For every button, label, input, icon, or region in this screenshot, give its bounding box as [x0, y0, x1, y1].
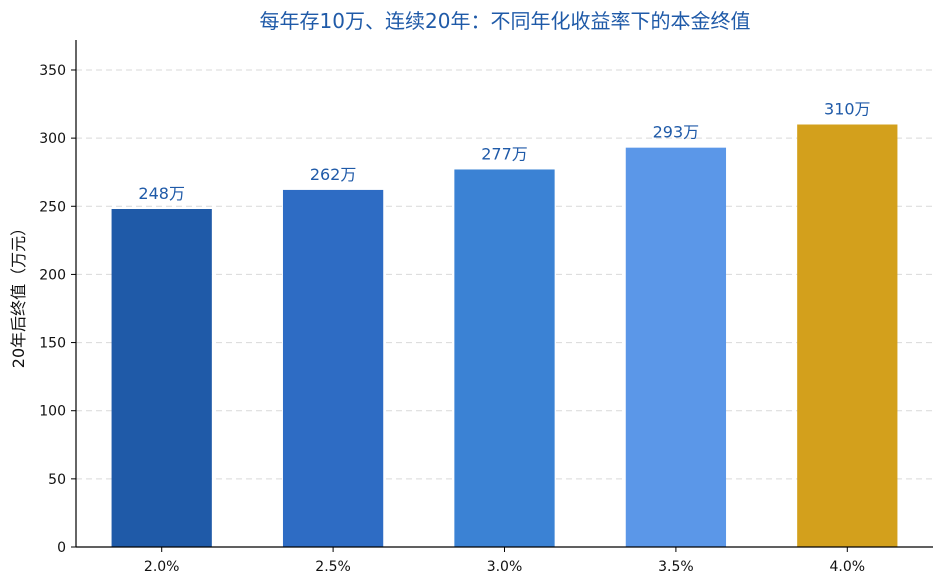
y-tick-label: 250	[39, 199, 66, 215]
y-axis-label: 20年后终值（万元）	[9, 220, 28, 368]
bar	[454, 169, 555, 547]
data-label: 277万	[481, 144, 528, 163]
data-label: 293万	[653, 123, 700, 142]
bar	[111, 209, 212, 547]
x-tick-label: 2.0%	[144, 559, 180, 575]
grid	[76, 69, 933, 480]
x-tick-label: 3.0%	[487, 559, 523, 575]
x-tick-label: 3.5%	[658, 559, 694, 575]
chart-title: 每年存10万、连续20年：不同年化收益率下的本金终值	[260, 9, 751, 33]
x-ticks: 2.0% 2.5% 3.0% 3.5% 4.0%	[144, 547, 865, 575]
y-tick-label: 150	[39, 336, 66, 352]
x-tick-label: 4.0%	[830, 559, 866, 575]
y-tick-label: 350	[39, 63, 66, 79]
y-tick-label: 100	[39, 404, 66, 420]
x-tick-label: 2.5%	[315, 559, 351, 575]
bars	[111, 124, 898, 547]
data-label: 262万	[310, 165, 357, 184]
y-tick-label: 200	[39, 267, 66, 283]
data-label: 248万	[138, 184, 185, 203]
bar	[282, 189, 384, 547]
bar	[797, 124, 898, 547]
bar	[625, 147, 727, 547]
data-labels: 248万 262万 277万 293万 310万	[138, 100, 870, 204]
y-ticks: 0 50 100 150 200 250 300 350	[39, 63, 76, 556]
data-label: 310万	[824, 100, 871, 119]
y-tick-label: 50	[48, 472, 66, 488]
y-tick-label: 300	[39, 131, 66, 147]
y-tick-label: 0	[57, 540, 66, 556]
